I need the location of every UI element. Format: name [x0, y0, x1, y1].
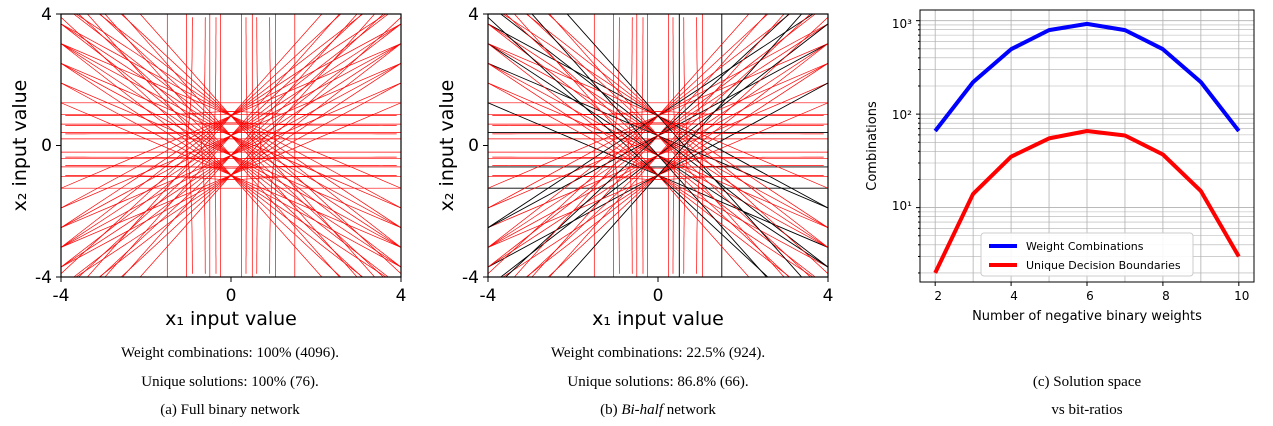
panel-a-tick-marks	[56, 13, 402, 282]
panel-a-chart: -4 0 4 4 0 -4 x₁ input value x₂ input va…	[9, 5, 407, 330]
decision-boundary-diagonal	[549, 14, 785, 277]
panel-b-caption-title: (b) Bi-half network	[448, 402, 868, 419]
decision-boundary-curve	[201, 17, 206, 274]
caption-italic: Bi-half	[621, 402, 663, 418]
y-tick-label: 10²	[892, 108, 912, 122]
y-tick-label: 4	[41, 5, 52, 25]
decision-boundary-curve	[672, 17, 676, 274]
decision-boundary-curve	[65, 111, 397, 116]
x-tick-label: 10	[1234, 289, 1249, 303]
y-tick-label: 4	[468, 5, 479, 25]
decision-boundary-curve	[683, 17, 688, 274]
y-tick-label: 10¹	[892, 199, 912, 213]
decision-boundary-curve	[186, 17, 193, 274]
x-axis-label: Number of negative binary weights	[972, 309, 1202, 324]
x-axis-label: x₁ input value	[592, 308, 724, 330]
panel-a-decision-lines	[61, 14, 401, 277]
legend-box	[980, 232, 1194, 277]
decision-boundary-diagonal	[98, 14, 401, 248]
panel-c-caption-line1: (c) Solution space	[1032, 374, 1142, 390]
decision-boundary-curve	[65, 175, 397, 180]
x-tick-label: -4	[53, 286, 70, 306]
panel-a-caption-title: (a) Full binary network	[20, 402, 440, 419]
x-tick-label: 0	[226, 286, 237, 306]
y-tick-label: 10³	[892, 17, 912, 31]
decision-boundary-diagonal	[122, 14, 358, 277]
decision-boundary-curve	[256, 17, 261, 274]
decision-boundary-diagonal	[86, 14, 323, 277]
decision-boundary-curve	[65, 122, 397, 126]
decision-boundary-curve	[628, 17, 633, 274]
y-tick-label: 0	[41, 136, 52, 156]
decision-boundary-diagonal	[120, 14, 401, 274]
decision-boundary-curve	[492, 156, 824, 160]
decision-boundary-curve	[492, 165, 824, 169]
panel-b-tick-marks	[483, 13, 829, 282]
decision-boundary-curve	[492, 122, 824, 126]
panel-c-legend: Weight Combinations Unique Decision Boun…	[980, 232, 1194, 277]
panel-c-chart: Weight Combinations Unique Decision Boun…	[865, 9, 1255, 324]
panel-c-plot-frame	[919, 9, 1255, 283]
panel-b-caption-solutions: Unique solutions: 86.8% (66).	[567, 374, 749, 390]
decision-boundary-diagonal	[513, 14, 750, 277]
decision-boundary-curve	[492, 131, 824, 135]
y-axis-label: x₂ input value	[9, 80, 31, 212]
decision-boundary-curve	[640, 17, 644, 274]
legend-label-weight-combinations: Weight Combinations	[1026, 240, 1144, 253]
y-tick-label: 0	[468, 136, 479, 156]
decision-boundary-curve	[245, 17, 249, 274]
decision-boundary-diagonal	[139, 14, 376, 277]
x-tick-label: 6	[1086, 289, 1094, 303]
x-tick-label: 8	[1162, 289, 1170, 303]
decision-boundary-diagonal	[513, 14, 750, 277]
panel-a-caption-combinations: Weight combinations: 100% (4096).	[121, 345, 339, 361]
y-tick-label: -4	[462, 268, 479, 288]
legend-label-unique-decision-boundaries: Unique Decision Boundaries	[1026, 259, 1181, 272]
y-axis-label: x₂ input value	[436, 80, 458, 212]
caption-prefix: (b)	[600, 402, 622, 418]
decision-boundary-curve	[696, 17, 703, 274]
decision-boundary-curve	[492, 111, 824, 116]
decision-boundary-diagonal	[104, 14, 340, 277]
panel-b-caption-combinations: Weight combinations: 22.5% (924).	[550, 345, 766, 361]
decision-boundary-diagonal	[61, 14, 364, 248]
x-tick-label: 4	[1010, 289, 1018, 303]
decision-boundary-diagonal	[566, 14, 803, 277]
x-axis-label: x₁ input value	[165, 308, 297, 330]
panel-a-plot-frame	[60, 13, 402, 278]
decision-boundary-curve	[613, 17, 620, 274]
decision-boundary-curve	[269, 17, 276, 274]
x-tick-label: -4	[480, 286, 497, 306]
decision-boundary-diagonal	[86, 14, 323, 277]
panel-c-grid	[920, 10, 1254, 282]
x-tick-label: 0	[653, 286, 664, 306]
y-tick-label: -4	[35, 268, 52, 288]
x-tick-label: 4	[396, 286, 407, 306]
decision-boundary-curve	[65, 165, 397, 169]
decision-boundary-diagonal	[61, 14, 342, 274]
panel-b-decision-lines	[488, 14, 828, 277]
y-axis-label: Combinations	[865, 101, 880, 191]
panel-b-plot-frame	[487, 13, 829, 278]
caption-suffix: network	[663, 402, 716, 418]
x-tick-label: 4	[823, 286, 834, 306]
panel-c-series	[933, 21, 1241, 274]
panel-a-caption-title-text: (a) Full binary network	[160, 402, 300, 418]
x-tick-label: 2	[934, 289, 942, 303]
panel-a-caption-solutions: Unique solutions: 100% (76).	[141, 374, 319, 390]
panel-b-chart: -4 0 4 4 0 -4 x₁ input value x₂ input va…	[436, 5, 834, 330]
decision-boundary-curve	[213, 17, 217, 274]
decision-boundary-diagonal	[531, 14, 768, 277]
decision-boundary-curve	[492, 175, 824, 180]
decision-boundary-curve	[65, 131, 397, 135]
panel-c-caption-line2: vs bit-ratios	[1051, 402, 1123, 418]
decision-boundary-curve	[65, 156, 397, 160]
